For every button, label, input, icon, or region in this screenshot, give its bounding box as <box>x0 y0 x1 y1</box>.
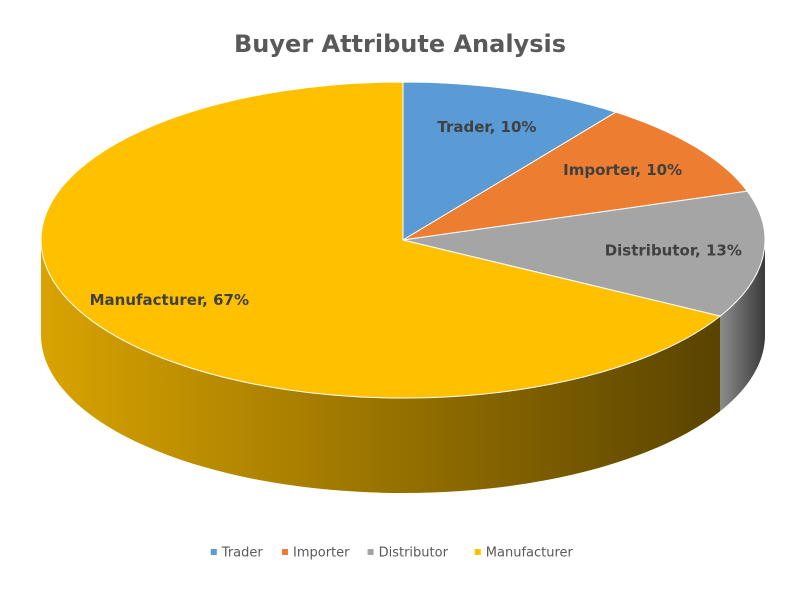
data-label: Trader, 10% <box>437 118 536 136</box>
legend-label: Importer <box>293 546 350 561</box>
data-label: Importer, 10% <box>563 161 682 179</box>
legend-label: Distributor <box>379 546 449 561</box>
slice-side-shade <box>41 240 721 494</box>
slice <box>40 81 722 399</box>
legend-label: Manufacturer <box>486 546 574 561</box>
legend-label: Trader <box>221 546 264 561</box>
legend-marker <box>474 549 481 555</box>
slice <box>402 81 617 241</box>
legend-marker <box>367 549 374 555</box>
slice-side-shade <box>720 240 765 412</box>
chart-title: Buyer Attribute Analysis <box>234 30 566 58</box>
data-label: Manufacturer, 67% <box>90 291 249 309</box>
data-label: Distributor, 13% <box>605 242 742 260</box>
legend-marker <box>282 549 288 555</box>
slice <box>402 190 766 317</box>
slice <box>402 111 749 241</box>
legend-marker <box>210 549 217 555</box>
